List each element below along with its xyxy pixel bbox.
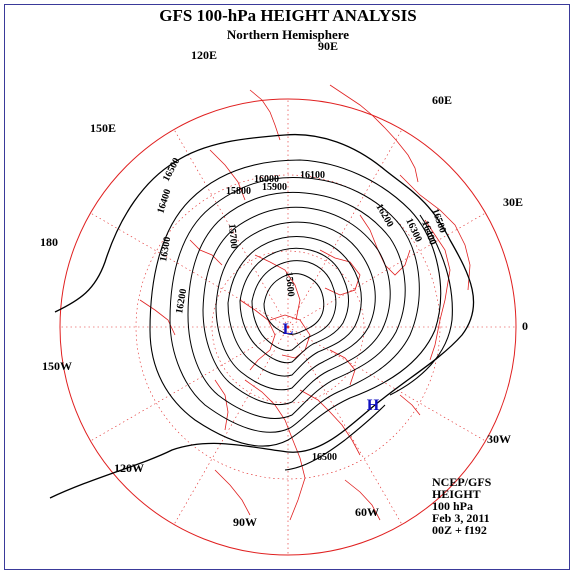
lon-label-120w: 120W (114, 461, 144, 475)
lon-label-60w: 60W (355, 505, 379, 519)
map-subtitle: Northern Hemisphere (226, 27, 350, 42)
high-pressure-center: H (367, 397, 380, 414)
contour-15700 (251, 260, 337, 351)
coastlines (139, 84, 471, 521)
graticule (60, 99, 516, 555)
lon-label-120e: 120E (191, 48, 217, 62)
low-pressure-center: L (283, 321, 294, 338)
contour-label: 16300 (403, 217, 424, 244)
lon-label-30e: 30E (503, 195, 523, 209)
info-level: 100 hPa (432, 499, 474, 513)
hemisphere-circle (59, 98, 517, 556)
contour-label: 16400 (155, 188, 173, 215)
lon-label-90e: 90E (318, 39, 338, 53)
height-contours (49, 133, 475, 499)
contour-16500-east (389, 214, 453, 396)
contour-16000 (215, 221, 376, 391)
contour-label: 15700 (226, 223, 239, 249)
info-variable: HEIGHT (432, 487, 481, 501)
contour-15600 (263, 273, 325, 335)
lon-label-180: 180 (40, 235, 58, 249)
contour-15800 (239, 247, 349, 364)
info-date: Feb 3, 2011 (432, 511, 490, 525)
info-forecast-time: 00Z + f192 (432, 523, 487, 537)
contour-label: 15900 (262, 182, 287, 193)
contour-labels: 16500 16500 16500 16400 16400 16300 1630… (155, 156, 448, 463)
lon-label-150e: 150E (90, 121, 116, 135)
lon-label-60e: 60E (432, 93, 452, 107)
info-source: NCEP/GFS (432, 475, 492, 489)
map-title: GFS 100-hPa HEIGHT ANALYSIS (159, 6, 417, 25)
contour-16300 (169, 177, 420, 433)
contour-label: 16200 (174, 288, 189, 315)
contour-label: 16100 (300, 170, 325, 181)
model-info: NCEP/GFS HEIGHT 100 hPa Feb 3, 2011 00Z … (432, 476, 491, 536)
contour-16200 (187, 191, 406, 419)
contour-label: 16000 (254, 174, 279, 185)
contour-16400 (149, 159, 442, 447)
lon-label-30w: 30W (487, 432, 511, 446)
longitude-labels: 90E 60E 30E 0 30W 60W 90W 120W 150W 180 … (40, 39, 528, 529)
contour-15900 (227, 236, 362, 377)
contour-label: 16300 (158, 236, 173, 263)
lon-label-150w: 150W (42, 359, 72, 373)
figure-frame (4, 4, 570, 570)
lon-label-0: 0 (522, 319, 528, 333)
contour-16500-south (284, 404, 386, 471)
contour-16500-west (49, 133, 475, 499)
contour-label: 15600 (283, 271, 296, 297)
contour-16100 (202, 206, 391, 406)
contour-label: 16500 (312, 452, 337, 463)
lon-label-90w: 90W (233, 515, 257, 529)
contour-label: 15800 (226, 186, 251, 197)
